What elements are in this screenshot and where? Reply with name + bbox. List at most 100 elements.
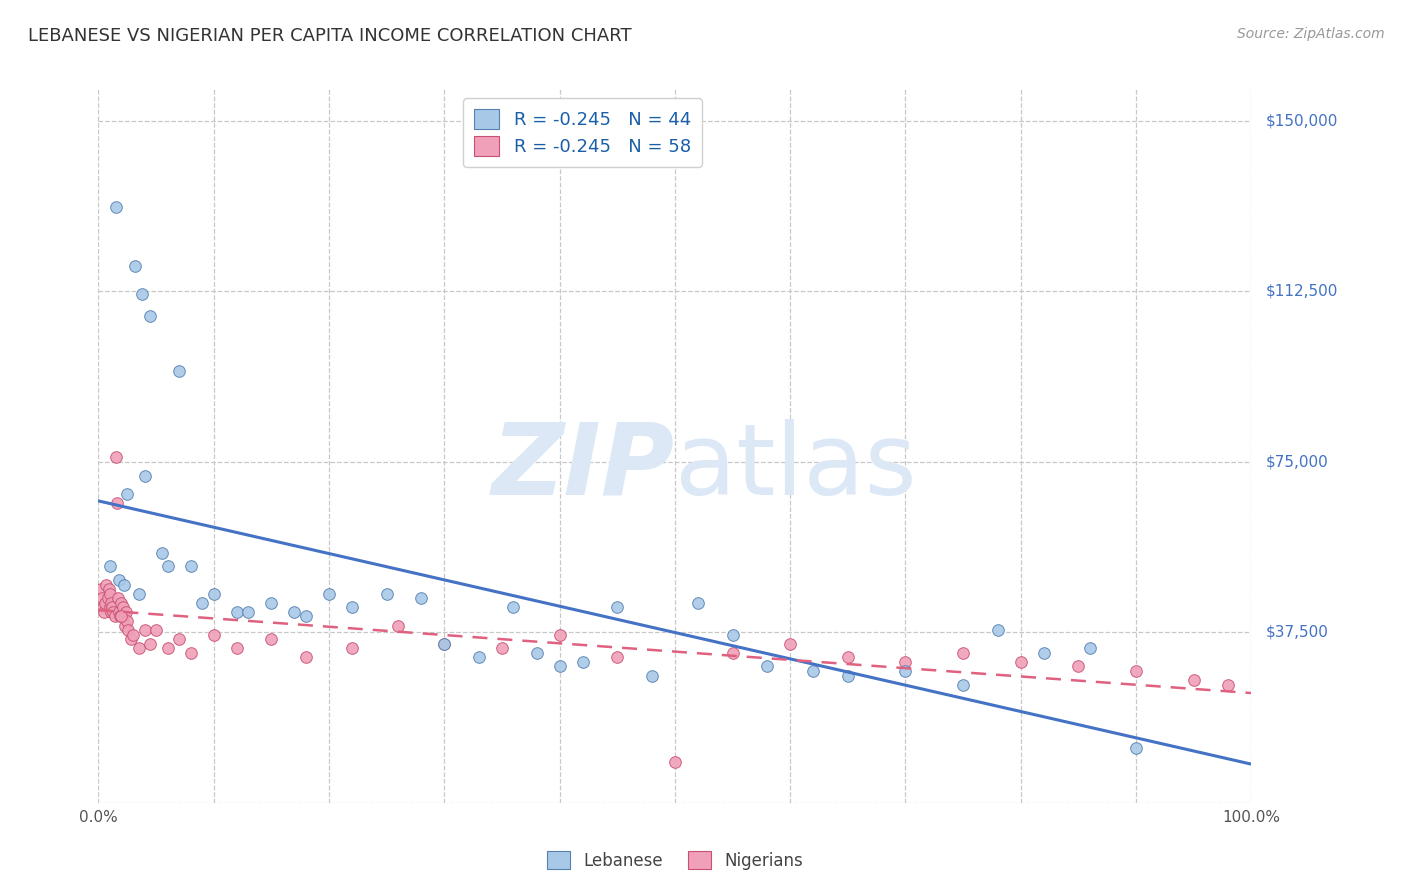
- Point: [128, 641, 150, 656]
- Point: [894, 664, 917, 678]
- Point: [894, 655, 917, 669]
- Point: [90, 582, 112, 597]
- Point: [150, 546, 173, 560]
- Text: $75,000: $75,000: [1265, 454, 1329, 469]
- Point: [167, 632, 190, 647]
- Point: [104, 450, 127, 465]
- Point: [124, 260, 146, 274]
- Point: [93, 605, 115, 619]
- Point: [131, 286, 153, 301]
- Point: [90, 591, 112, 606]
- Point: [110, 596, 132, 610]
- Point: [98, 600, 121, 615]
- Point: [108, 605, 131, 619]
- Point: [571, 655, 593, 669]
- Point: [283, 605, 305, 619]
- Point: [260, 596, 283, 610]
- Point: [1032, 646, 1054, 660]
- Point: [191, 596, 214, 610]
- Point: [225, 605, 247, 619]
- Text: LEBANESE VS NIGERIAN PER CAPITA INCOME CORRELATION CHART: LEBANESE VS NIGERIAN PER CAPITA INCOME C…: [28, 27, 631, 45]
- Point: [112, 577, 135, 591]
- Legend: Lebanese, Nigerians: Lebanese, Nigerians: [540, 845, 810, 877]
- Point: [1218, 678, 1240, 692]
- Point: [94, 596, 117, 610]
- Point: [606, 650, 628, 665]
- Point: [103, 609, 125, 624]
- Point: [145, 623, 167, 637]
- Point: [103, 605, 125, 619]
- Point: [117, 614, 139, 628]
- Point: [225, 641, 247, 656]
- Point: [664, 755, 686, 769]
- Point: [100, 596, 122, 610]
- Point: [779, 637, 801, 651]
- Point: [295, 650, 318, 665]
- Text: $150,000: $150,000: [1265, 113, 1337, 128]
- Point: [548, 659, 571, 673]
- Point: [387, 618, 409, 632]
- Point: [112, 609, 135, 624]
- Point: [91, 600, 114, 615]
- Point: [548, 627, 571, 641]
- Point: [180, 559, 202, 574]
- Text: Source: ZipAtlas.com: Source: ZipAtlas.com: [1237, 27, 1385, 41]
- Point: [104, 200, 127, 214]
- Point: [433, 637, 456, 651]
- Point: [721, 646, 744, 660]
- Point: [1067, 659, 1090, 673]
- Point: [801, 664, 824, 678]
- Point: [837, 650, 859, 665]
- Point: [117, 487, 139, 501]
- Point: [117, 623, 139, 637]
- Point: [295, 609, 318, 624]
- Point: [202, 587, 225, 601]
- Point: [340, 641, 363, 656]
- Point: [641, 668, 664, 682]
- Text: atlas: atlas: [675, 419, 917, 516]
- Point: [756, 659, 779, 673]
- Point: [180, 646, 202, 660]
- Point: [98, 559, 121, 574]
- Point: [238, 605, 260, 619]
- Point: [97, 591, 120, 606]
- Point: [1010, 655, 1032, 669]
- Point: [1125, 664, 1147, 678]
- Point: [1125, 741, 1147, 756]
- Point: [100, 605, 122, 619]
- Point: [606, 600, 628, 615]
- Point: [120, 632, 142, 647]
- Point: [318, 587, 340, 601]
- Text: ZIP: ZIP: [492, 419, 675, 516]
- Point: [107, 591, 129, 606]
- Point: [721, 627, 744, 641]
- Point: [111, 600, 134, 615]
- Point: [202, 627, 225, 641]
- Point: [502, 600, 524, 615]
- Point: [101, 600, 124, 615]
- Point: [433, 637, 456, 651]
- Point: [105, 496, 128, 510]
- Point: [139, 637, 162, 651]
- Point: [110, 609, 132, 624]
- Point: [134, 623, 156, 637]
- Point: [952, 678, 974, 692]
- Point: [837, 668, 859, 682]
- Point: [134, 468, 156, 483]
- Point: [114, 618, 136, 632]
- Point: [491, 641, 513, 656]
- Point: [952, 646, 974, 660]
- Point: [115, 605, 138, 619]
- Point: [108, 573, 131, 587]
- Point: [98, 587, 121, 601]
- Point: [686, 596, 709, 610]
- Point: [260, 632, 283, 647]
- Point: [156, 641, 179, 656]
- Point: [340, 600, 363, 615]
- Point: [526, 646, 548, 660]
- Text: $37,500: $37,500: [1265, 625, 1329, 640]
- Point: [96, 577, 118, 591]
- Point: [167, 364, 190, 378]
- Point: [97, 582, 120, 597]
- Point: [110, 609, 132, 624]
